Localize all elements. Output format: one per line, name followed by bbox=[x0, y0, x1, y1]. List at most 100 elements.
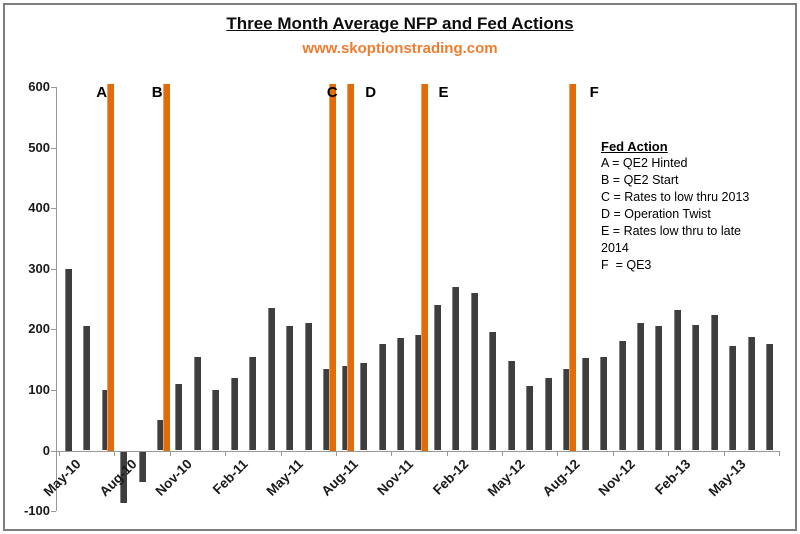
y-axis-label: 600 bbox=[28, 79, 50, 94]
x-axis-tick bbox=[668, 450, 670, 456]
nfp-bar bbox=[138, 451, 146, 482]
nfp-bar bbox=[304, 323, 312, 451]
chart-title: Three Month Average NFP and Fed Actions bbox=[226, 14, 574, 33]
y-axis-tick bbox=[51, 268, 56, 270]
y-axis-label: 300 bbox=[28, 260, 50, 276]
x-axis-label: Aug-12 bbox=[539, 456, 583, 500]
nfp-bar bbox=[729, 346, 737, 451]
nfp-bar bbox=[507, 360, 515, 451]
nfp-bar bbox=[267, 308, 275, 451]
y-axis-tick bbox=[51, 87, 56, 88]
fed-action-letter: B bbox=[151, 84, 163, 101]
x-axis-tick bbox=[557, 450, 559, 456]
nfp-bar bbox=[341, 365, 349, 451]
x-axis-label: May-10 bbox=[41, 456, 85, 500]
nfp-bar bbox=[157, 420, 164, 451]
nfp-bar bbox=[600, 356, 608, 451]
x-axis-label: Nov-11 bbox=[374, 456, 417, 499]
legend-line: F = QE3 bbox=[601, 258, 652, 272]
legend-lines: A = QE2 Hinted B = QE2 Start C = Rates to … bbox=[601, 155, 791, 274]
nfp-bar bbox=[452, 286, 460, 451]
x-axis-tick bbox=[280, 450, 282, 456]
fed-action-letter: E bbox=[438, 84, 449, 101]
nfp-bar bbox=[397, 338, 405, 451]
x-axis-tick bbox=[778, 450, 780, 456]
y-axis-label: 100 bbox=[28, 381, 50, 397]
y-axis-tick bbox=[51, 329, 56, 331]
nfp-bar bbox=[193, 356, 201, 451]
y-axis-label: -100 bbox=[23, 503, 50, 519]
fed-action-legend: Fed Action A = QE2 Hinted B = QE2 Start C … bbox=[601, 138, 791, 274]
nfp-bar bbox=[360, 362, 368, 451]
x-axis-tick bbox=[58, 450, 60, 456]
nfp-bar bbox=[544, 377, 552, 451]
x-axis-label: Aug-11 bbox=[318, 456, 362, 499]
nfp-bar bbox=[101, 389, 109, 451]
nfp-bar bbox=[618, 341, 626, 451]
fed-action-line bbox=[347, 84, 355, 451]
fed-action-letter: A bbox=[96, 84, 108, 101]
y-axis-label: 500 bbox=[28, 139, 50, 155]
y-axis-label: 200 bbox=[28, 321, 50, 337]
nfp-bar bbox=[83, 326, 91, 451]
nfp-bar bbox=[766, 344, 774, 451]
x-axis-tick bbox=[502, 450, 504, 456]
x-axis-tick bbox=[446, 450, 448, 456]
y-axis-line bbox=[56, 87, 57, 512]
nfp-bar bbox=[286, 326, 294, 451]
nfp-bar bbox=[433, 305, 441, 451]
y-axis-label: 0 bbox=[42, 442, 50, 458]
y-axis-tick bbox=[51, 208, 56, 210]
nfp-bar bbox=[230, 377, 238, 451]
legend-line: E = Rates low thru to late bbox=[601, 224, 742, 238]
legend-line: A = QE2 Hinted bbox=[601, 156, 688, 170]
nfp-bar bbox=[120, 451, 128, 503]
nfp-bar bbox=[655, 326, 663, 451]
y-axis-tick bbox=[51, 147, 56, 149]
fed-action-line bbox=[107, 84, 115, 451]
nfp-bar bbox=[175, 383, 183, 451]
nfp-bar bbox=[692, 325, 700, 451]
fed-action-letter: D bbox=[365, 84, 377, 101]
site-subtitle: www.skoptionstrading.com bbox=[302, 40, 498, 57]
nfp-bar bbox=[673, 309, 681, 451]
x-axis-label: Feb-11 bbox=[209, 456, 251, 498]
nfp-bar bbox=[563, 368, 571, 451]
nfp-bar bbox=[249, 356, 257, 451]
nfp-bar bbox=[637, 323, 645, 451]
legend-heading: Fed Action bbox=[601, 139, 668, 154]
y-axis-label: 400 bbox=[28, 200, 50, 216]
nfp-bar bbox=[470, 292, 478, 451]
x-axis-tick bbox=[612, 450, 614, 456]
fed-action-letter: C bbox=[326, 84, 338, 101]
fed-action-line bbox=[421, 84, 429, 451]
y-axis-tick bbox=[51, 389, 56, 391]
nfp-bar bbox=[212, 389, 220, 451]
nfp-bar bbox=[581, 358, 589, 451]
legend-line: C = Rates to low thru 2013 bbox=[601, 190, 750, 204]
x-axis-tick bbox=[391, 450, 393, 456]
x-axis-label: May-12 bbox=[484, 456, 528, 500]
x-axis-tick bbox=[169, 450, 171, 456]
x-axis-label: Feb-13 bbox=[651, 456, 694, 498]
legend-line: 2014 bbox=[601, 241, 629, 255]
y-axis-tick bbox=[51, 450, 56, 452]
nfp-bar bbox=[526, 385, 534, 451]
legend-line: B = QE2 Start bbox=[601, 173, 679, 187]
x-axis-label: Nov-12 bbox=[595, 456, 638, 499]
nfp-bar bbox=[710, 314, 718, 451]
x-axis-label: May-13 bbox=[705, 456, 749, 500]
x-axis-label: May-11 bbox=[263, 456, 306, 499]
x-axis-label: Nov-10 bbox=[152, 456, 195, 499]
legend-line: D = Operation Twist bbox=[601, 207, 711, 221]
nfp-bar bbox=[489, 332, 497, 451]
nfp-bar bbox=[747, 336, 755, 451]
x-axis-label: Feb-12 bbox=[430, 456, 472, 498]
x-axis-tick bbox=[114, 450, 116, 456]
nfp-bar bbox=[378, 344, 386, 451]
y-axis-tick bbox=[51, 511, 56, 513]
nfp-bar bbox=[323, 368, 331, 451]
fed-action-line bbox=[568, 84, 576, 451]
x-axis-tick bbox=[723, 450, 725, 456]
